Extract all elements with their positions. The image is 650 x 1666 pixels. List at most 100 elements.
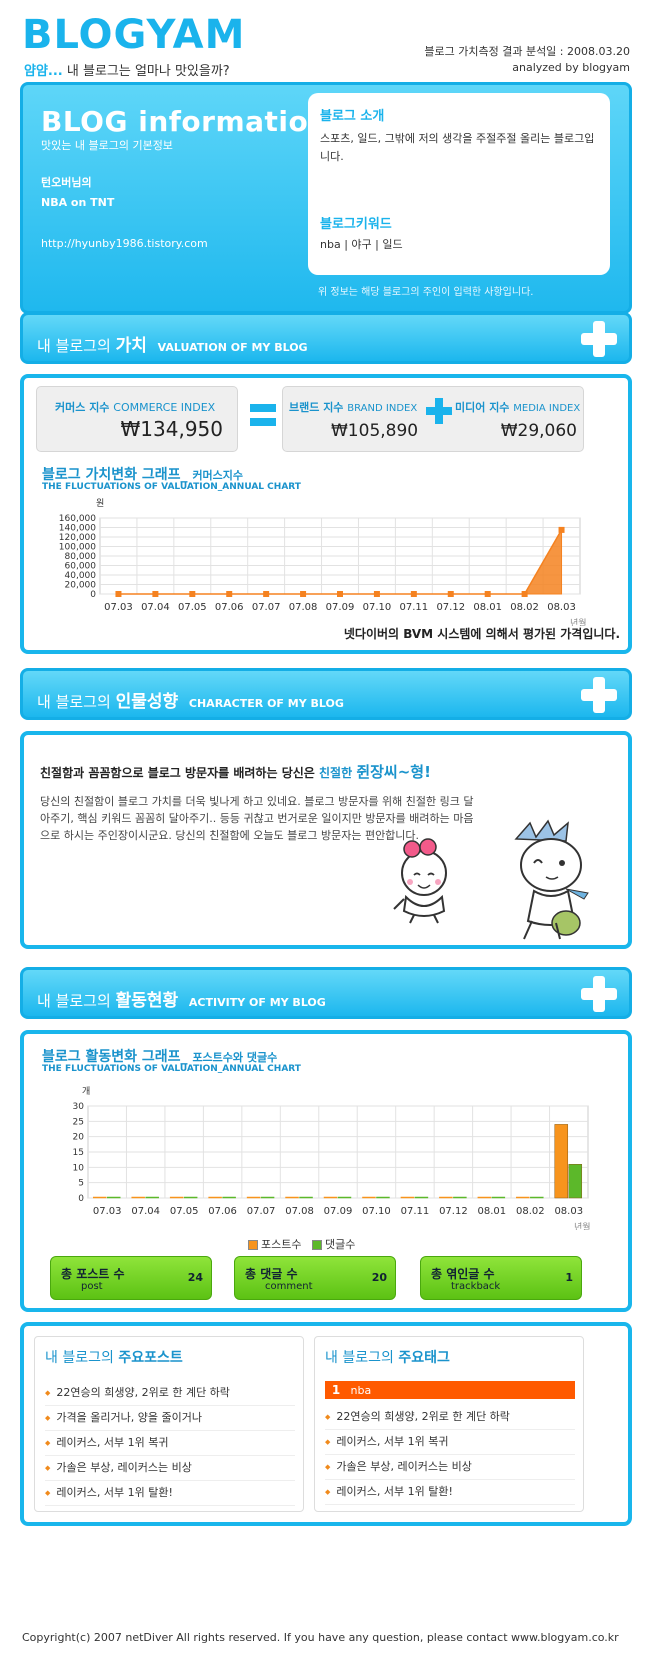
x-tick-label: 07.08 [285, 1206, 314, 1217]
x-tick-label: 07.05 [178, 602, 207, 613]
brand-en: BRAND INDEX [347, 403, 418, 414]
blog-url-link[interactable]: http://hyunby1986.tistory.com [41, 237, 208, 250]
character-keyword2: 쥔장씨~형! [356, 763, 431, 781]
bar-comments [491, 1196, 506, 1199]
stat-value: 1 [565, 1271, 573, 1284]
expand-plus-icon[interactable] [581, 976, 617, 1012]
character-keyword1: 친절한 [319, 766, 353, 780]
x-tick-label: 07.09 [324, 1206, 353, 1217]
expand-plus-icon[interactable] [581, 677, 617, 713]
bar-posts [362, 1196, 376, 1199]
commerce-kr: 커머스 지수 [55, 401, 110, 414]
bar-posts [208, 1196, 222, 1199]
x-tick-label: 08.01 [473, 602, 502, 613]
info-note: 위 정보는 해당 블로그의 주인이 입력한 사항입니다. [318, 287, 534, 298]
stat-trackbacks[interactable]: 총 엮인글 수 trackback 1 [420, 1256, 582, 1300]
top-post-item[interactable]: 레이커스, 서부 1위 복귀 [45, 1431, 295, 1456]
section-en: VALUATION OF MY BLOG [157, 341, 308, 354]
stat-title: 총 엮인글 수 [431, 1267, 495, 1281]
bar-posts [439, 1196, 453, 1199]
valuation-section-header[interactable]: 내 블로그의 가치 VALUATION OF MY BLOG [20, 312, 632, 364]
top-post-item[interactable]: 가격을 올리거나, 양을 줄이거나 [45, 1406, 295, 1431]
intro-title: 블로그 소개 [320, 109, 385, 124]
commerce-index-box: 커머스 지수 COMMERCE INDEX ₩134,950 [36, 386, 238, 452]
bar-comments [337, 1196, 352, 1199]
equals-icon [250, 404, 276, 428]
top-tags-bold: 주요태그 [398, 1350, 450, 1366]
stat-comments[interactable]: 총 댓글 수 comment 20 [234, 1256, 396, 1300]
top-posts-prefix: 내 블로그의 [45, 1350, 114, 1366]
footer-copyright: Copyright(c) 2007 netDiver All rights re… [22, 1631, 619, 1644]
blog-intro-box: 블로그 소개 스포츠, 일드, 그밖에 저의 생각을 주절주절 올리는 블로그입… [308, 93, 610, 275]
top-tag-rank: 1 [331, 1383, 341, 1397]
section-prefix: 내 블로그의 [37, 337, 111, 355]
top-tag-bar[interactable]: 1 nba [325, 1381, 575, 1399]
x-tick-label: 07.03 [104, 602, 133, 613]
bar-comments [376, 1196, 390, 1199]
activity-legend: 포스트수 댓글수 [248, 1236, 355, 1252]
valuation-chart: 원160,000140,000120,000100,00080,00060,00… [59, 498, 587, 626]
x-tick-label: 07.05 [170, 1206, 199, 1217]
y-unit-label: 원 [96, 498, 104, 509]
top-posts-title: 내 블로그의 주요포스트 [45, 1347, 183, 1367]
section-bold: 활동현황 [115, 991, 179, 1011]
blog-name: NBA on TNT [41, 196, 115, 209]
media-en: MEDIA INDEX [513, 403, 581, 414]
value-chart-title-small: 커머스지수 [192, 469, 244, 482]
valuation-panel: 커머스 지수 COMMERCE INDEX ₩134,950 브랜드 지수 BR… [20, 374, 632, 654]
top-post-item[interactable]: 가솔은 부상, 레이커스는 비상 [45, 1456, 295, 1481]
section-bold: 인물성향 [115, 692, 179, 712]
valuation-note: 넷다이버의 BVM 시스템에 의해서 평가된 가격입니다. [343, 627, 620, 641]
bar-posts [131, 1196, 145, 1199]
value-chart-title: 블로그 가치변화 그래프_ 커머스지수 [42, 464, 243, 484]
bar-comments [530, 1196, 544, 1199]
legend-comments-label: 댓글수 [324, 1238, 356, 1251]
y-tick-label: 0 [90, 590, 96, 600]
top-post-item[interactable]: 레이커스, 서부 1위 탈환! [45, 1481, 295, 1506]
value-point [447, 591, 454, 597]
y-tick-label: 20,000 [65, 581, 97, 591]
x-tick-label: 08.02 [516, 1206, 545, 1217]
brand-media-index-box: 브랜드 지수 BRAND INDEX ₩105,890 미디어 지수 MEDIA… [282, 386, 584, 452]
value-point [558, 526, 565, 533]
blog-owner: 턴오버님의 NBA on TNT [41, 173, 114, 213]
x-unit-label: 년월 [574, 1221, 591, 1230]
top-tags-prefix: 내 블로그의 [325, 1350, 394, 1366]
legend-posts-label: 포스트수 [261, 1238, 302, 1251]
intro-text: 스포츠, 일드, 그밖에 저의 생각을 주절주절 올리는 블로그입니다. [320, 132, 595, 163]
top-tag-post-item[interactable]: 레이커스, 서부 1위 탈환! [325, 1480, 575, 1505]
top-tag-post-item[interactable]: 가솔은 부상, 레이커스는 비상 [325, 1455, 575, 1480]
bar-comments [260, 1196, 275, 1199]
value-point [115, 591, 122, 597]
value-point [484, 591, 491, 597]
info-subtitle: 맛있는 내 블로그의 기본정보 [41, 139, 173, 152]
stat-posts[interactable]: 총 포스트 수 post 24 [50, 1256, 212, 1300]
x-tick-label: 07.07 [247, 1206, 276, 1217]
y-tick-label: 10 [73, 1163, 85, 1173]
activity-section-header[interactable]: 내 블로그의 활동현황 ACTIVITY OF MY BLOG [20, 967, 632, 1019]
legend-swatch-comments [311, 1240, 322, 1250]
stat-title: 총 포스트 수 [61, 1267, 125, 1281]
x-tick-label: 07.03 [93, 1206, 122, 1217]
y-tick-label: 120,000 [59, 533, 96, 543]
y-tick-label: 0 [78, 1194, 84, 1204]
expand-plus-icon[interactable] [581, 321, 617, 357]
bar-comments [183, 1196, 198, 1199]
activity-chart: 개 30 25 20 15 10 5 0 07.03 07.04 07.05 07.06 07.07 07… [73, 1086, 591, 1230]
section-title: 내 블로그의 활동현황 ACTIVITY OF MY BLOG [37, 986, 326, 1011]
activity-chart-title-small: 포스트수와 댓글수 [192, 1051, 278, 1064]
top-tag-post-item[interactable]: 레이커스, 서부 1위 복귀 [325, 1430, 575, 1455]
keyword-title: 블로그키워드 [320, 217, 392, 232]
analysis-meta: 블로그 가치측정 결과 분석일 : 2008.03.20 analyzed by… [424, 44, 630, 76]
top-tag-post-item[interactable]: 22연승의 희생양, 2위로 한 계단 하락 [325, 1405, 575, 1430]
activity-chart-subtitle: THE FLUCTUATIONS OF VALUATION_ANNUAL CHA… [42, 1064, 301, 1074]
value-point [152, 591, 159, 597]
girl-mascot-icon [393, 838, 447, 924]
media-index-label: 미디어 지수 MEDIA INDEX [455, 399, 580, 415]
blogyam-logo[interactable]: BLOGYAM [22, 12, 246, 58]
y-tick-label: 160,000 [59, 514, 96, 524]
character-section-header[interactable]: 내 블로그의 인물성향 CHARACTER OF MY BLOG [20, 668, 632, 720]
section-prefix: 내 블로그의 [37, 693, 111, 711]
top-post-item[interactable]: 22연승의 희생양, 2위로 한 계단 하락 [45, 1381, 295, 1406]
x-tick-label: 07.09 [326, 602, 355, 613]
